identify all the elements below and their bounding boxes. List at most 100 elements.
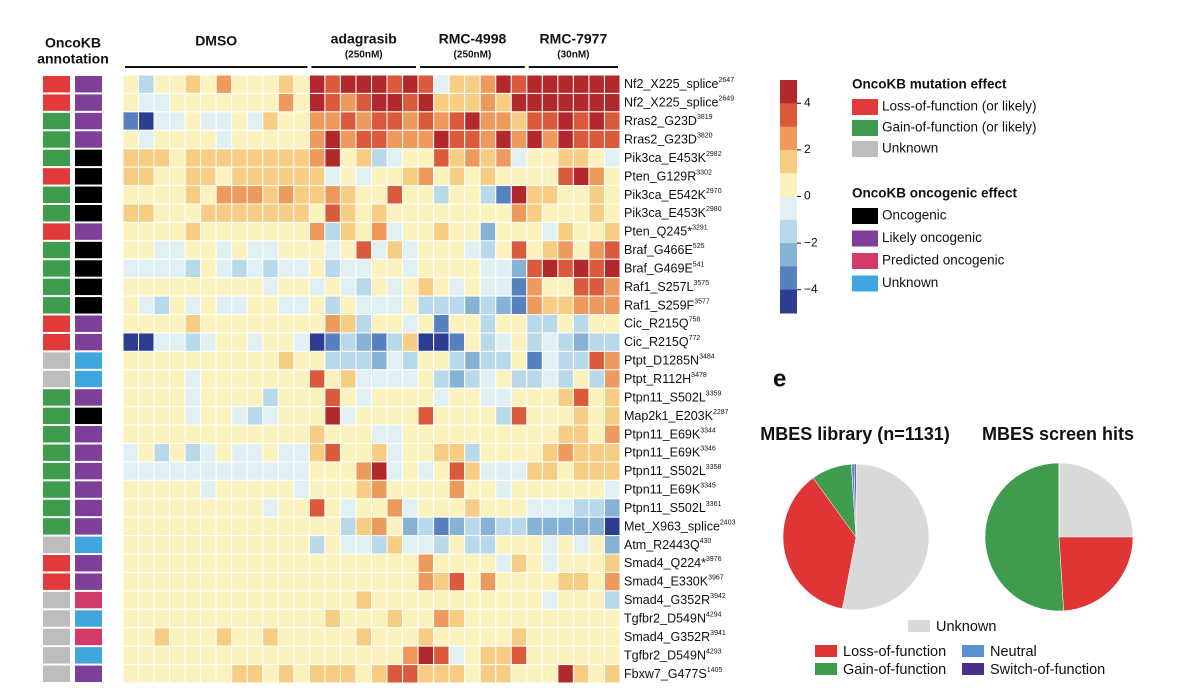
heatmap-cell — [557, 387, 574, 408]
heatmap-cell — [231, 608, 248, 629]
heatmap-cell — [495, 277, 512, 297]
heatmap-cell — [153, 406, 171, 426]
heatmap-cell — [200, 74, 217, 94]
oncogenic-effect-cell — [75, 462, 102, 480]
row-label: Pten_G129R3302 — [624, 169, 712, 183]
heatmap-cell — [588, 258, 605, 279]
heatmap-cell — [169, 295, 186, 316]
heatmap-cell — [215, 129, 233, 150]
heatmap-cell — [231, 129, 248, 150]
heatmap-cell — [479, 424, 497, 444]
heatmap-cell — [184, 332, 202, 352]
heatmap-cell — [339, 129, 357, 150]
row-label-name: Smad4_G352R — [624, 593, 710, 607]
heatmap-cell — [464, 314, 481, 334]
colorbar-band — [780, 173, 797, 197]
heatmap-cell — [572, 608, 590, 629]
row-label: Tgfbr2_D549N4294 — [624, 611, 722, 625]
row-label: Met_X963_splice2403 — [624, 519, 736, 533]
heatmap-cell — [184, 111, 202, 131]
heatmap-cell — [495, 664, 512, 684]
heatmap-cell — [308, 535, 326, 555]
heatmap-cell — [495, 516, 512, 537]
heatmap-cell — [479, 516, 497, 537]
heatmap-cell — [231, 221, 248, 242]
heatmap-cell — [479, 571, 497, 592]
heatmap-cell — [262, 535, 279, 555]
heatmap-cell — [464, 590, 481, 610]
heatmap-cell — [464, 461, 481, 481]
heatmap-cell — [169, 369, 186, 389]
heatmap-cell — [246, 295, 264, 316]
oncogenic-effect-cell — [75, 94, 102, 111]
heatmap-cell — [526, 295, 543, 316]
heatmap-cell — [557, 111, 574, 131]
heatmap-cell — [603, 571, 621, 592]
heatmap-cell — [603, 461, 621, 481]
heatmap-cell — [417, 461, 435, 481]
heatmap-cell — [557, 461, 574, 481]
heatmap-cell — [588, 424, 605, 444]
heatmap-cell — [464, 332, 481, 352]
heatmap-cell — [184, 553, 202, 573]
heatmap-cell — [324, 332, 341, 352]
row-label-name: Ptpn11_S502L — [624, 391, 706, 405]
heatmap-cell — [417, 406, 435, 426]
heatmap-cell — [448, 424, 466, 444]
row-label-sup: 3820 — [697, 132, 713, 139]
heatmap-cell — [510, 258, 528, 279]
mutation-effect-cell — [43, 168, 70, 185]
heatmap-cell — [402, 74, 419, 94]
heatmap-cell — [572, 571, 590, 592]
heatmap-cell — [371, 92, 388, 113]
heatmap-cell — [479, 461, 497, 481]
heatmap-cell — [371, 627, 388, 647]
heatmap-cell — [541, 369, 559, 389]
heatmap-cell — [479, 350, 497, 371]
heatmap-cell — [293, 166, 310, 187]
mutation-effect-cell — [43, 112, 70, 130]
heatmap-cell — [277, 424, 295, 444]
row-label-sup: 430 — [700, 538, 712, 545]
heatmap-cell — [215, 571, 233, 592]
heatmap-cell — [184, 240, 202, 260]
legend-swatch — [852, 120, 878, 136]
heatmap-cell — [386, 608, 404, 629]
heatmap-cell — [572, 221, 590, 242]
heatmap-cell — [433, 203, 450, 223]
heatmap-cell — [526, 203, 543, 223]
heatmap-cell — [246, 498, 264, 518]
heatmap-cell — [526, 645, 543, 666]
heatmap-cell — [200, 461, 217, 481]
heatmap-cell — [402, 277, 419, 297]
colorbar-tick-label: −2 — [804, 235, 818, 249]
row-label-sup: 4294 — [706, 611, 722, 618]
heatmap-cell — [510, 535, 528, 555]
heatmap-cell — [510, 221, 528, 242]
heatmap-cell — [479, 295, 497, 316]
heatmap-cell — [200, 387, 217, 408]
heatmap-cell — [603, 221, 621, 242]
heatmap-cell — [324, 277, 341, 297]
heatmap-cell — [448, 185, 466, 205]
heatmap-cell — [215, 627, 233, 647]
heatmap-cell — [153, 111, 171, 131]
heatmap-cell — [262, 498, 279, 518]
heatmap-cell — [541, 387, 559, 408]
heatmap-cell — [122, 387, 140, 408]
heatmap-cell — [184, 74, 202, 94]
heatmap-cell — [541, 571, 559, 592]
mutation-effect-cell — [43, 241, 70, 259]
mutation-effect-cell — [43, 444, 70, 461]
heatmap-cell — [417, 240, 435, 260]
heatmap-cell — [293, 332, 310, 352]
heatmap-cell — [464, 553, 481, 573]
row-label-name: Met_X963_splice — [624, 520, 720, 534]
heatmap-cell — [479, 553, 497, 573]
heatmap-cell — [355, 553, 372, 573]
heatmap-cell — [293, 461, 310, 481]
heatmap-cell — [510, 442, 528, 463]
row-label: Smad4_G352R3942 — [624, 593, 726, 607]
heatmap-cell — [262, 240, 279, 260]
heatmap-cell — [588, 535, 605, 555]
